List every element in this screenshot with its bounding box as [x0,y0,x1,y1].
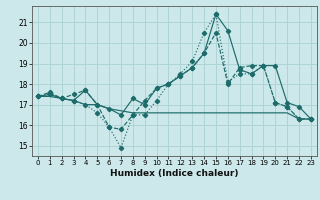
X-axis label: Humidex (Indice chaleur): Humidex (Indice chaleur) [110,169,239,178]
